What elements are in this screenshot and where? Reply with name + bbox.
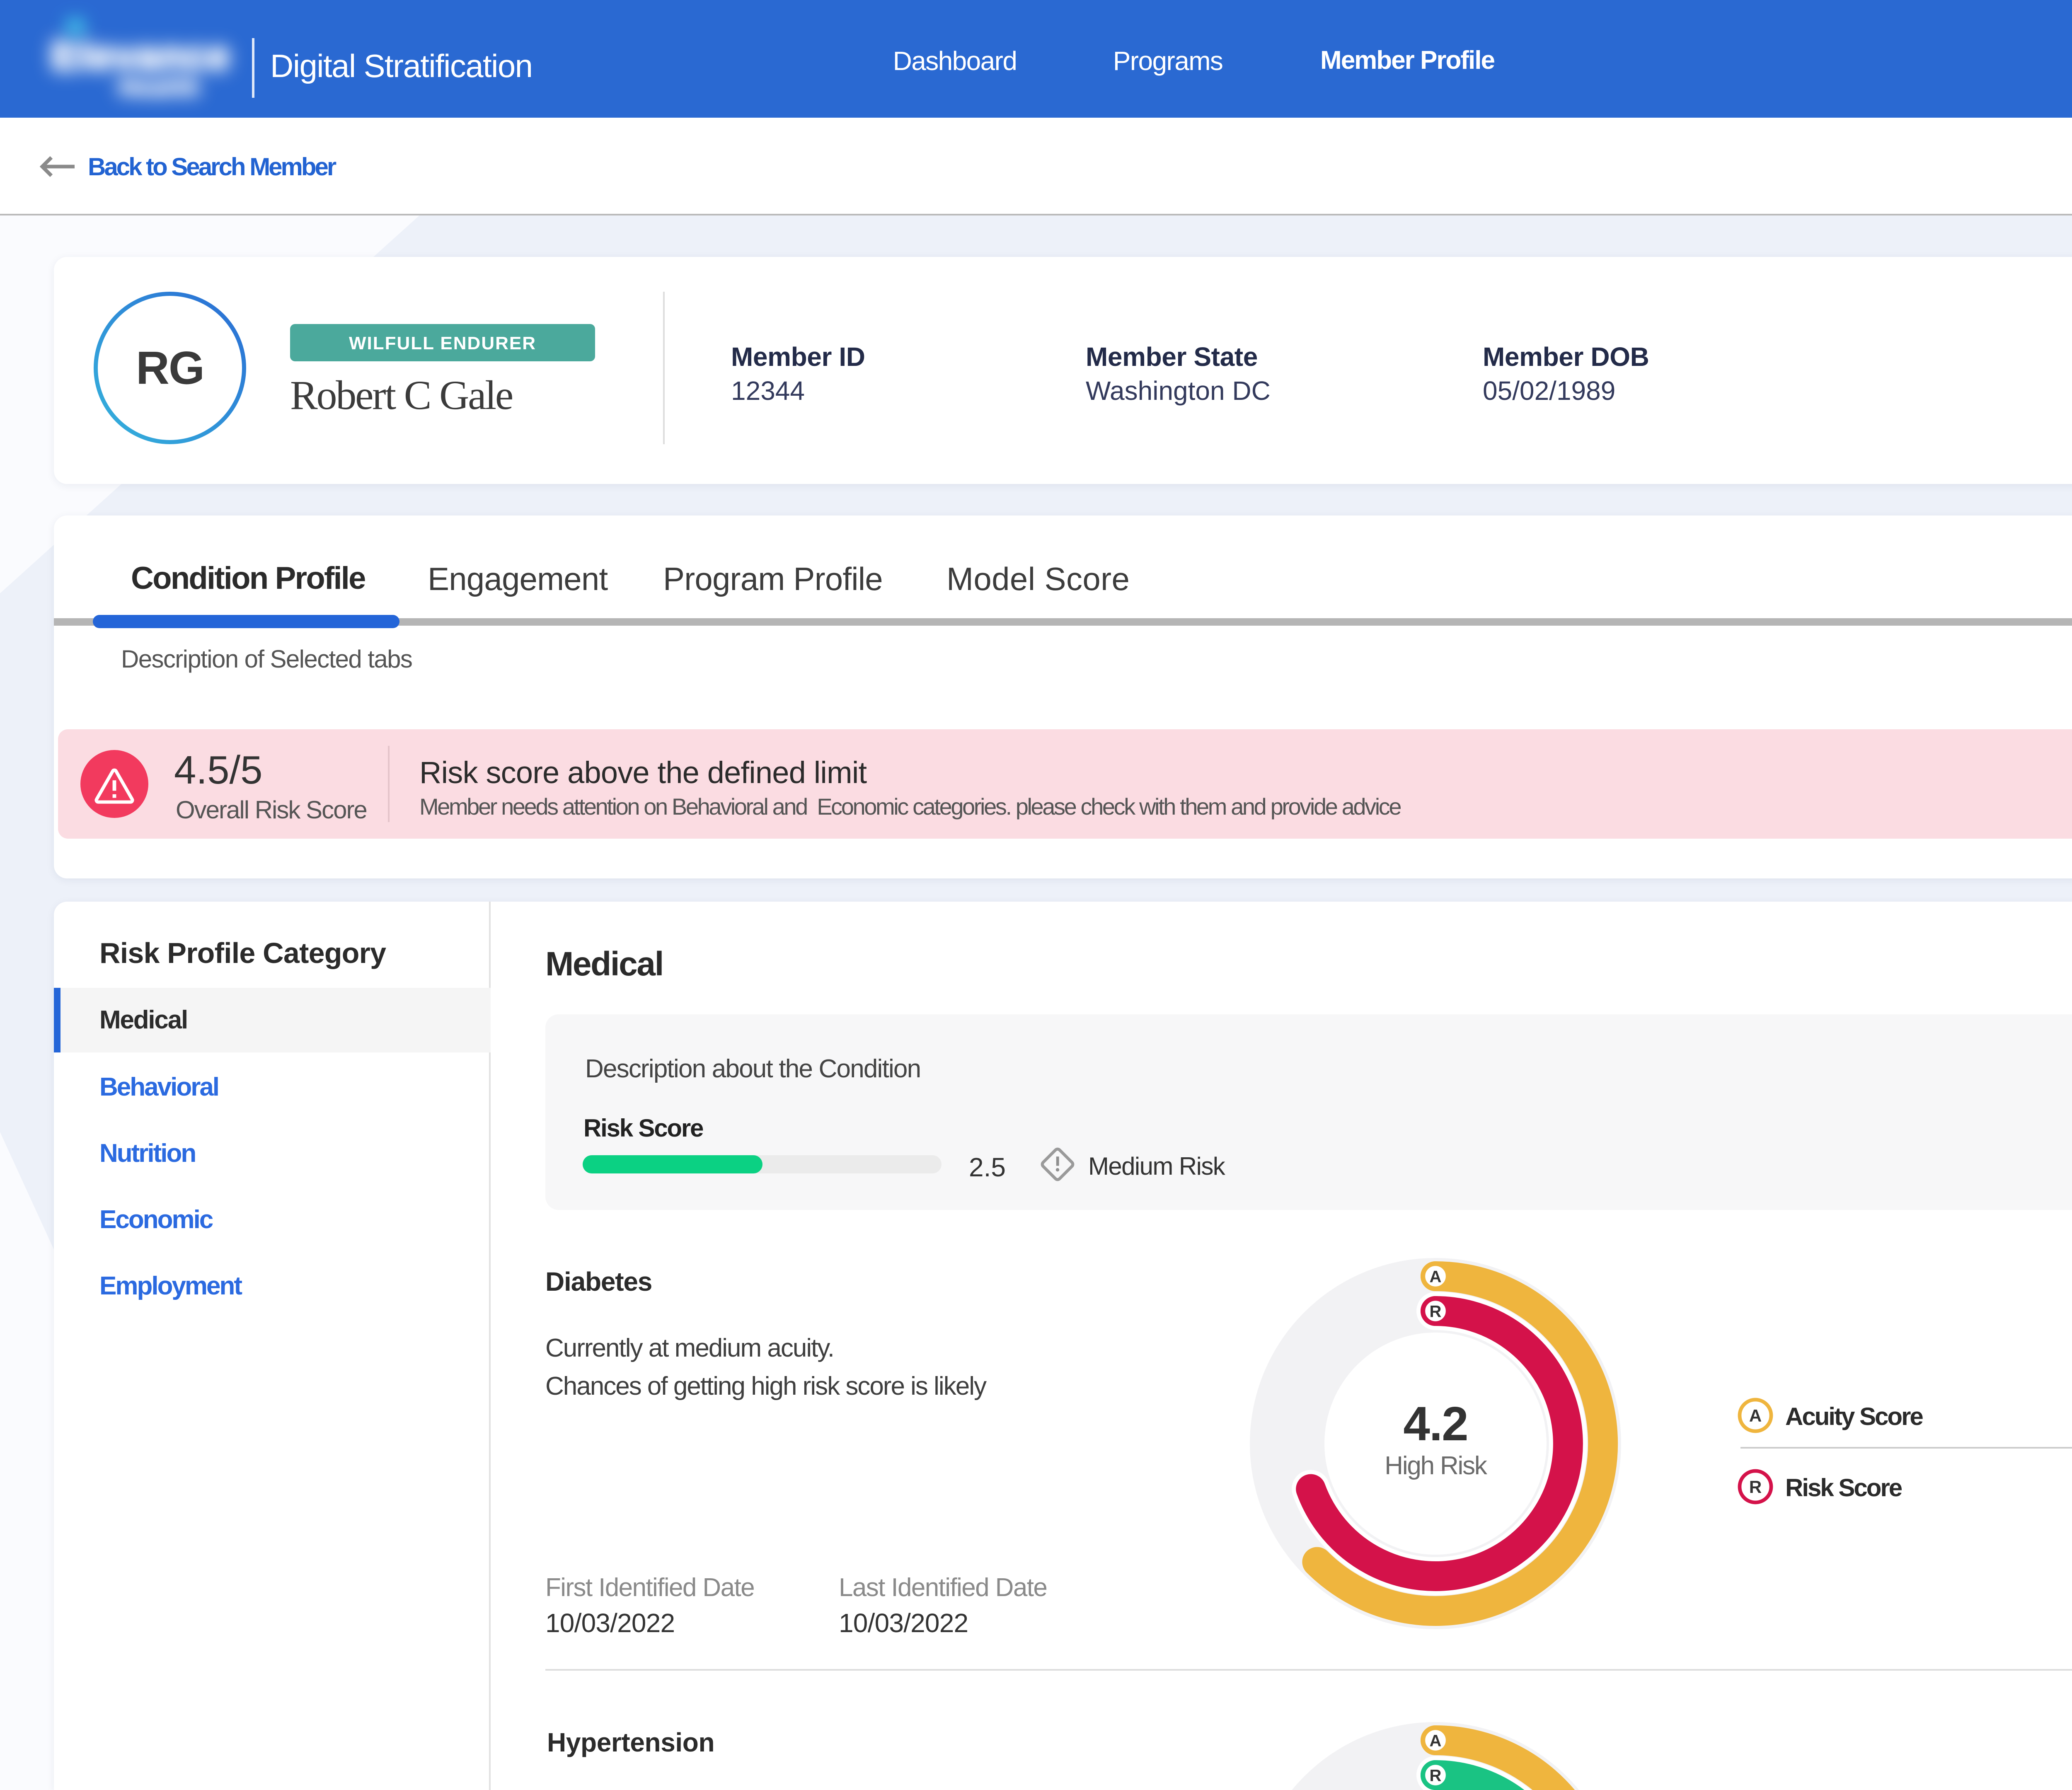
svg-text:4.2: 4.2 [1403,1397,1467,1451]
svg-text:A: A [1430,1732,1442,1750]
svg-text:High Risk: High Risk [1385,1451,1488,1480]
svg-text:R: R [1749,1477,1762,1497]
svg-text:R: R [1430,1302,1442,1321]
svg-text:R: R [1430,1766,1442,1785]
svg-text:A: A [1749,1406,1762,1425]
svg-text:A: A [1430,1268,1442,1286]
